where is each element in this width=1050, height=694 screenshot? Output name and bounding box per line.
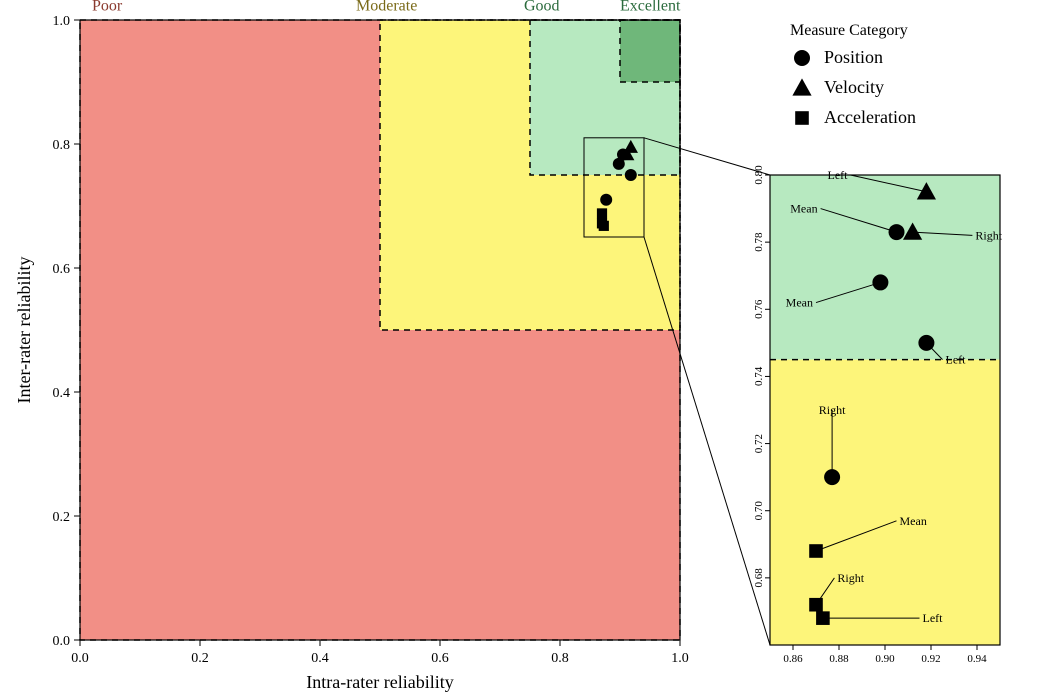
ytick-label: 0.0 — [53, 634, 71, 649]
legend-item-label: Position — [824, 47, 883, 67]
legend-title: Measure Category — [790, 22, 908, 39]
ytick-label: 0.8 — [53, 138, 71, 153]
xtick-label: 0.4 — [311, 651, 329, 666]
inset-plot: 0.86 0.88 0.90 0.92 0.94 0.68 0.70 0.72 0.74 0.76… — [753, 165, 1003, 665]
inset-xtick-label: 0.94 — [967, 653, 987, 665]
xtick-label: 0.8 — [551, 651, 569, 666]
inset-xtick-label: 0.88 — [829, 653, 849, 665]
inset-point-label: Mean — [790, 202, 817, 216]
inset-xtick-label: 0.90 — [875, 653, 895, 665]
inset-point-label: Left — [946, 353, 967, 367]
ytick-label: 0.2 — [53, 510, 71, 525]
inset-point-label: Mean — [786, 296, 813, 310]
xtick-label: 0.0 — [71, 651, 89, 666]
inset-ytick-label: 0.74 — [753, 366, 765, 386]
ytick-label: 0.4 — [53, 386, 71, 401]
inset-ytick-label: 0.70 — [753, 501, 765, 521]
y-axis-label: Inter-rater reliability — [14, 256, 34, 403]
inset-point-label: Right — [837, 571, 864, 585]
region-excellent — [620, 20, 680, 82]
x-axis-label: Intra-rater reliability — [306, 672, 453, 692]
main-plot: Poor Moderate Good Excellent 0.0 0.2 0.4 0.6 0.8… — [14, 0, 689, 692]
inset-point-label: Right — [819, 403, 846, 417]
xtick-label: 0.6 — [431, 651, 449, 666]
inset-ytick-label: 0.68 — [753, 568, 765, 588]
inset-point-label: Left — [828, 168, 849, 182]
legend-item-label: Acceleration — [824, 107, 916, 127]
xtick-label: 1.0 — [671, 651, 689, 666]
inset-ytick-label: 0.72 — [753, 434, 765, 453]
inset-ytick-label: 0.78 — [753, 232, 765, 252]
region-label-excellent: Excellent — [620, 0, 681, 15]
region-label-poor: Poor — [92, 0, 123, 15]
inset-xtick-label: 0.86 — [783, 653, 803, 665]
inset-xtick-label: 0.92 — [921, 653, 940, 665]
figure-svg: Poor Moderate Good Excellent 0.0 0.2 0.4 0.6 0.8… — [0, 0, 1050, 694]
region-label-moderate: Moderate — [356, 0, 417, 15]
figure-stage: Poor Moderate Good Excellent 0.0 0.2 0.4 0.6 0.8… — [0, 0, 1050, 694]
inset-region-moderate — [770, 360, 1000, 645]
legend: Measure Category Position Velocity Accelera… — [790, 22, 916, 127]
ytick-label: 1.0 — [53, 14, 71, 29]
inset-ytick-label: 0.80 — [753, 165, 765, 185]
inset-point-label: Right — [975, 228, 1002, 242]
inset-point-label: Mean — [900, 514, 927, 528]
ytick-label: 0.6 — [53, 262, 71, 277]
inset-ytick-label: 0.76 — [753, 299, 765, 319]
xtick-label: 0.2 — [191, 651, 209, 666]
region-label-good: Good — [524, 0, 560, 15]
inset-point-label: Left — [923, 611, 944, 625]
legend-item-label: Velocity — [824, 77, 884, 97]
